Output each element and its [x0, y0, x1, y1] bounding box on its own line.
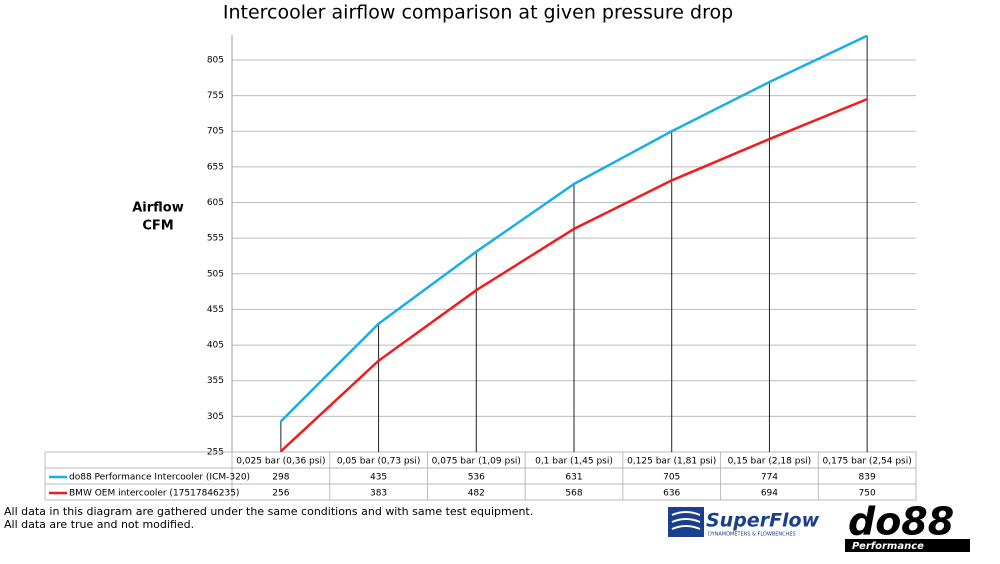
footer-note: All data are true and not modified. — [4, 518, 194, 531]
y-tick-label: 605 — [207, 198, 224, 208]
logo-waves — [671, 511, 701, 530]
table-value: 298 — [272, 473, 289, 483]
superflow-logo: SuperFlow DYNAMOMETERS & FLOWBENCHES — [668, 507, 820, 538]
logo-sub: Performance — [852, 541, 924, 552]
x-tick-label: 0,1 bar (1,45 psi) — [535, 457, 613, 467]
y-tick-label: 405 — [207, 341, 224, 351]
logo-text: do88 — [848, 500, 954, 544]
x-tick-label: 0,175 bar (2,54 psi) — [823, 457, 912, 467]
x-tick-label: 0,15 bar (2,18 psi) — [728, 457, 812, 467]
y-tick-label: 655 — [207, 162, 224, 172]
y-tick-label: 705 — [207, 127, 224, 137]
logo-tagline: DYNAMOMETERS & FLOWBENCHES — [708, 532, 796, 538]
logo-bar — [845, 539, 970, 552]
table-value: 839 — [859, 473, 876, 483]
legend-label: do88 Performance Intercooler (ICM-320) — [69, 473, 250, 483]
table-value: 774 — [761, 473, 778, 483]
chart-title: Intercooler airflow comparison at given … — [223, 2, 733, 24]
series-line — [280, 97, 868, 453]
y-axis-label: CFM — [142, 219, 173, 234]
y-tick-label: 805 — [207, 55, 224, 65]
y-tick-label: 755 — [207, 91, 224, 101]
logo-text: SuperFlow — [706, 510, 820, 532]
table-value: 536 — [468, 473, 485, 483]
table-value: 383 — [370, 489, 387, 499]
footer-note: All data in this diagram are gathered un… — [4, 505, 533, 518]
table-value: 636 — [663, 489, 680, 499]
do88-logo: do88 Performance — [845, 500, 970, 552]
table-value: 568 — [565, 489, 582, 499]
y-tick-label: 305 — [207, 412, 224, 422]
table-value: 256 — [272, 489, 289, 499]
y-tick-label: 355 — [207, 376, 224, 386]
x-tick-label: 0,125 bar (1,81 psi) — [627, 457, 716, 467]
table-value: 705 — [663, 473, 680, 483]
table-value: 750 — [859, 489, 876, 499]
table-value: 631 — [565, 473, 582, 483]
table-value: 482 — [468, 489, 485, 499]
series-line — [279, 34, 868, 423]
x-tick-label: 0,05 bar (0,73 psi) — [337, 457, 421, 467]
legend-label: BMW OEM intercooler (17517846235) — [69, 489, 239, 499]
table-value: 694 — [761, 489, 778, 499]
table-value: 435 — [370, 473, 387, 483]
y-tick-label: 455 — [207, 305, 224, 315]
y-axis-label: Airflow — [132, 201, 184, 216]
x-tick-label: 0,075 bar (1,09 psi) — [432, 457, 521, 467]
y-tick-label: 505 — [207, 269, 224, 279]
y-tick-label: 555 — [207, 234, 224, 244]
x-tick-label: 0,025 bar (0,36 psi) — [236, 457, 325, 467]
